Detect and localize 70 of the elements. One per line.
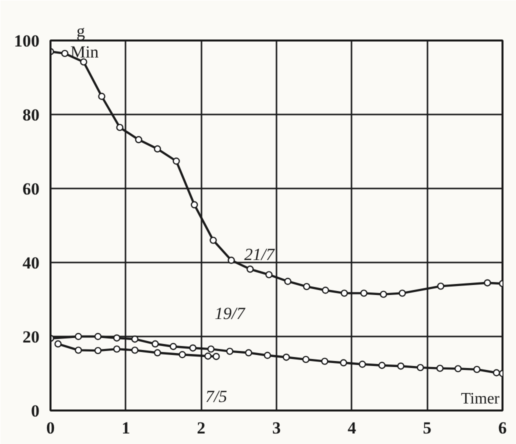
x-axis-title: Timer [460,390,500,408]
y-tick-label: 80 [22,106,40,124]
point [437,282,444,290]
point [245,349,252,356]
point [212,352,220,360]
point [210,236,217,244]
x-tick-label: 6 [498,418,507,438]
y-tick-label: 100 [14,32,40,50]
point [398,290,406,297]
point [416,364,424,372]
x-tick-label: 5 [422,418,432,438]
point [54,340,62,348]
point [436,364,444,372]
point [265,271,273,278]
point [189,344,196,352]
y-tick-label: 0 [31,402,40,420]
point [340,290,348,297]
point [492,369,500,376]
x-tick-label: 2 [196,418,206,438]
point [204,352,212,360]
x-tick-label: 0 [46,418,55,438]
point [131,335,138,343]
point [484,279,492,286]
point [303,282,310,290]
point [378,362,386,369]
point [131,346,138,354]
point [228,256,235,264]
point [61,50,68,58]
x-tick-label: 4 [348,418,357,438]
point [113,345,120,353]
point [264,352,272,359]
x-tick-label: 3 [272,418,281,438]
point [113,334,120,342]
point [190,201,198,208]
point [178,351,186,358]
point [172,158,180,165]
point [454,365,462,372]
point [74,346,82,354]
point [154,145,162,153]
point [302,356,310,364]
point [80,58,88,66]
point [380,290,388,298]
point [322,286,330,294]
point [94,332,102,340]
point [340,359,348,366]
point [358,360,366,368]
point [473,366,480,374]
point [284,278,292,285]
point [152,340,159,348]
point [135,136,142,144]
y-tick-label: 20 [22,328,40,346]
x-tick-label: 1 [122,418,130,438]
series-label: 19/7 [214,304,246,323]
point [154,349,162,356]
point [397,362,404,370]
point [116,124,124,132]
point [360,290,368,297]
point [98,92,106,100]
point [321,358,328,365]
point [207,345,215,353]
point [94,346,102,354]
point [226,348,234,355]
y-tick-label: 60 [22,180,40,198]
point [282,354,290,361]
series-label: 21/7 [244,244,276,264]
point [74,332,82,340]
point [246,266,254,273]
y-tick-label: 40 [22,254,40,272]
point [170,342,177,350]
series-label: 7/5 [205,386,228,406]
